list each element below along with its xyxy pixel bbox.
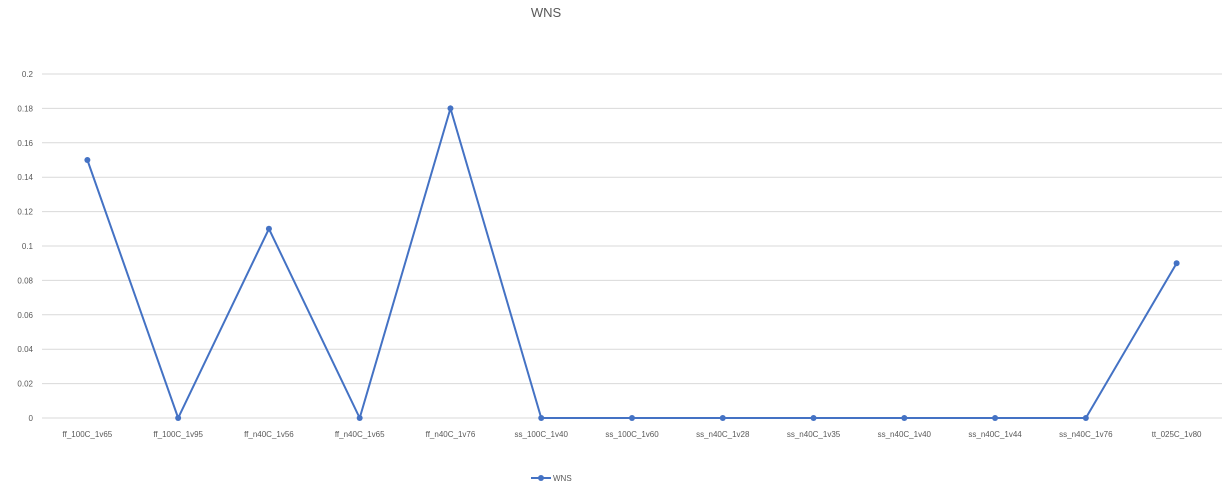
data-point: [810, 415, 817, 421]
x-tick-label: ss_100C_1v60: [605, 430, 659, 439]
series-line-wns: [86, 104, 1178, 421]
x-tick-label: ff_n40C_1v65: [335, 430, 385, 439]
data-point: [719, 415, 726, 421]
data-point: [992, 415, 999, 421]
data-point: [356, 415, 363, 421]
gridlines: [42, 73, 1222, 419]
y-tick-label: 0.02: [17, 380, 33, 389]
y-tick-label: 0.1: [22, 242, 34, 251]
x-tick-label: ss_n40C_1v44: [968, 430, 1022, 439]
y-tick-label: 0.2: [22, 70, 34, 79]
data-point: [447, 105, 454, 112]
data-point: [265, 225, 272, 232]
x-tick-label: ff_100C_1v95: [153, 430, 203, 439]
legend: WNS: [531, 474, 572, 483]
x-tick-label: ss_n40C_1v40: [878, 430, 932, 439]
data-point: [84, 157, 91, 163]
x-tick-label: ff_n40C_1v76: [426, 430, 476, 439]
data-point: [175, 415, 182, 421]
series-markers: [84, 105, 1180, 421]
x-tick-label: ss_100C_1v40: [515, 430, 569, 439]
y-tick-label: 0.16: [17, 139, 33, 148]
y-tick-label: 0.14: [17, 173, 33, 182]
data-point: [629, 415, 635, 421]
x-tick-label: ff_100C_1v65: [63, 430, 113, 439]
data-point: [1173, 260, 1180, 267]
x-tick-label: tt_025C_1v80: [1152, 430, 1202, 439]
y-tick-label: 0.04: [17, 345, 33, 354]
x-tick-label: ff_n40C_1v56: [244, 430, 294, 439]
y-tick-label: 0: [29, 414, 34, 423]
data-point: [538, 415, 545, 421]
x-axis-ticks: ff_100C_1v65 ff_100C_1v95 ff_n40C_1v56 ff_n…: [63, 430, 1203, 439]
chart-title: WNS: [531, 5, 562, 20]
data-point: [1082, 415, 1089, 421]
y-tick-label: 0.08: [17, 276, 33, 285]
legend-marker: [538, 475, 544, 481]
y-tick-label: 0.06: [17, 311, 33, 320]
y-tick-label: 0.12: [17, 208, 33, 217]
y-tick-label: 0.18: [17, 104, 33, 113]
x-tick-label: ss_n40C_1v76: [1059, 430, 1113, 439]
x-tick-label: ss_n40C_1v28: [696, 430, 750, 439]
y-axis-ticks: 0 0.02 0.04 0.06 0.08 0.1 0.12 0.14 0.16 0.18 0.2: [17, 70, 33, 423]
x-tick-label: ss_n40C_1v35: [787, 430, 841, 439]
legend-label: WNS: [553, 474, 572, 483]
data-point: [901, 415, 908, 421]
